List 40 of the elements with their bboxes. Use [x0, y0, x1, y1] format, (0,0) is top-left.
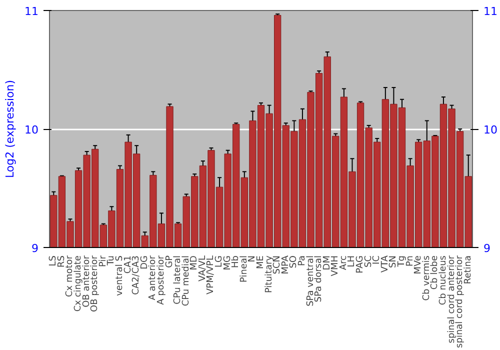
x-tick-label: DM	[322, 255, 332, 270]
y-tick-label: 11	[24, 5, 39, 18]
x-tick-label: SPa dorsal	[314, 255, 324, 302]
x-tick-label: OB posterior	[90, 255, 100, 312]
x-tick-label: RS	[56, 255, 67, 268]
x-tick-label: Pa	[297, 255, 308, 266]
x-tick-label: GP	[164, 254, 175, 268]
x-tick-label: SCN	[272, 255, 283, 274]
x-tick-label: SN	[388, 255, 399, 268]
x-tick-label: Hb	[231, 255, 242, 268]
x-tick-label: SC	[364, 255, 374, 268]
x-tick-label: ventral S	[115, 255, 125, 296]
x-tick-label: spinal cord posterior	[455, 255, 466, 348]
x-tick-label: Pir	[98, 255, 108, 267]
x-tick-label: Retina	[463, 255, 474, 284]
x-tick-label: MVe	[414, 255, 424, 274]
x-tick-label: VMH	[330, 255, 341, 276]
x-tick-label: Arc	[338, 255, 349, 270]
x-tick-label: SO	[289, 256, 300, 268]
y-tick-label: 9	[32, 242, 38, 255]
x-tick-label: Cb nucleus	[438, 255, 448, 306]
x-tick-label: N	[248, 256, 258, 262]
x-tick-label: CPu medial	[181, 255, 192, 306]
x-tick-label: Tg	[397, 255, 407, 268]
y2-tick-label: 11	[484, 5, 498, 18]
y-tick-label: 10	[24, 124, 39, 136]
y-axis-title: Log2 (expression)	[4, 80, 17, 178]
x-tick-label: IC	[372, 255, 382, 264]
x-tick-label: Pituitary	[264, 254, 274, 294]
x-tick-label: Pineal	[239, 255, 250, 282]
x-tick-label: VA/VL	[198, 255, 208, 282]
x-tick-label: Cb lobe	[430, 255, 440, 290]
x-tick-label: MD	[190, 255, 200, 270]
x-tick-label: A posterior	[156, 255, 166, 305]
x-tick-label: CA1	[123, 255, 134, 274]
y2-tick-label: 10	[484, 124, 498, 136]
x-tick-label: ME	[256, 255, 266, 269]
x-tick-label: DG	[140, 255, 150, 270]
y2-tick-label: 9	[484, 242, 490, 255]
x-tick-label: Pn	[405, 255, 416, 266]
